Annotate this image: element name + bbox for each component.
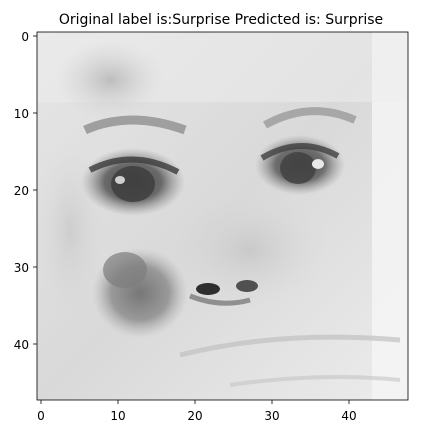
x-tick-label: 10 [110, 409, 125, 423]
x-tick-label: 20 [187, 409, 202, 423]
y-tick-label: 40 [14, 338, 29, 352]
x-tick-label: 30 [264, 409, 279, 423]
x-axis: 0 10 20 30 40 [37, 400, 357, 423]
plot-title: Original label is:Surprise Predicted is:… [59, 12, 383, 28]
y-axis: 0 10 20 30 40 [14, 30, 37, 352]
face-image [37, 32, 408, 400]
y-tick-label: 0 [21, 30, 29, 44]
y-tick-label: 30 [14, 261, 29, 275]
y-tick-label: 20 [14, 184, 29, 198]
x-tick-label: 0 [37, 409, 45, 423]
y-tick-label: 10 [14, 107, 29, 121]
x-tick-label: 40 [341, 409, 356, 423]
axes-frame [36, 31, 409, 401]
